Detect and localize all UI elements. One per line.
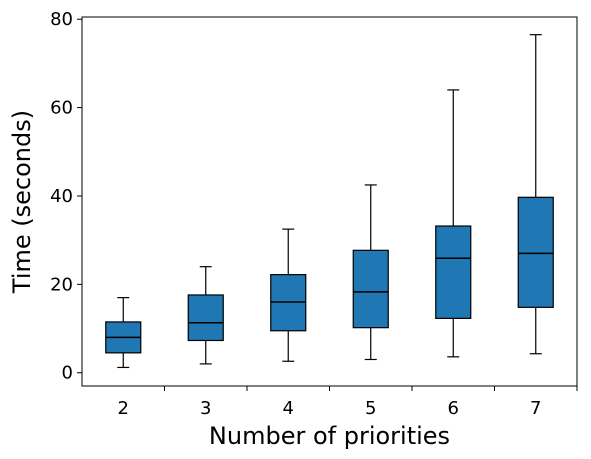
iqr-box [187,294,224,342]
iqr-box [517,196,554,308]
box-6 [435,89,472,358]
boxes-layer [105,34,554,369]
box-4 [270,228,307,362]
y-tick-label: 60 [50,98,73,119]
y-tick-label: 20 [50,274,73,295]
box-2 [105,297,142,369]
y-axis-label: Time (seconds) [8,110,36,294]
box-5 [352,184,389,361]
y-tick-label: 80 [50,9,73,30]
y-tick-label: 40 [50,186,73,207]
iqr-box [352,249,389,329]
x-tick-label: 6 [448,398,459,419]
x-axis: 2 3 4 5 6 7 [118,386,578,419]
iqr-box [435,225,472,319]
y-tick-label: 0 [62,363,73,384]
plot-frame [81,16,578,387]
x-tick-label: 7 [530,398,541,419]
y-axis: 0 20 40 60 80 [50,9,82,384]
box-3 [187,266,224,365]
x-tick-label: 5 [365,398,376,419]
x-axis-label: Number of priorities [209,422,450,450]
x-tick-label: 4 [283,398,294,419]
box-7 [517,34,554,355]
x-tick-label: 2 [118,398,129,419]
x-tick-label: 3 [200,398,211,419]
